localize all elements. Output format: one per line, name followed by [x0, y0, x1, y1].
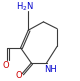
Text: O: O: [16, 71, 22, 81]
Text: $\mathsf{H_2N}$: $\mathsf{H_2N}$: [16, 0, 34, 13]
Text: O: O: [2, 61, 9, 70]
Text: NH: NH: [44, 65, 57, 74]
